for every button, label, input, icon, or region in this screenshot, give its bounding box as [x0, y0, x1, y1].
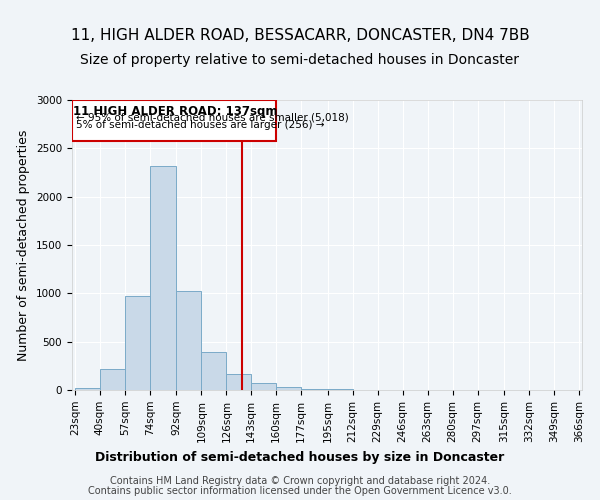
Text: 5% of semi-detached houses are larger (256) →: 5% of semi-detached houses are larger (2… — [76, 120, 325, 130]
Text: Distribution of semi-detached houses by size in Doncaster: Distribution of semi-detached houses by … — [95, 451, 505, 464]
Bar — [301, 388, 328, 390]
Text: Size of property relative to semi-detached houses in Doncaster: Size of property relative to semi-detach… — [80, 53, 520, 67]
Bar — [202, 352, 226, 390]
Bar — [75, 388, 100, 390]
Text: 11, HIGH ALDER ROAD, BESSACARR, DONCASTER, DN4 7BB: 11, HIGH ALDER ROAD, BESSACARR, DONCASTE… — [71, 28, 529, 42]
Text: Contains HM Land Registry data © Crown copyright and database right 2024.: Contains HM Land Registry data © Crown c… — [110, 476, 490, 486]
FancyBboxPatch shape — [72, 100, 276, 140]
Text: Contains public sector information licensed under the Open Government Licence v3: Contains public sector information licen… — [88, 486, 512, 496]
Bar — [276, 386, 301, 390]
Bar — [328, 389, 353, 390]
Text: 11 HIGH ALDER ROAD: 137sqm: 11 HIGH ALDER ROAD: 137sqm — [73, 105, 278, 118]
Bar — [100, 368, 125, 390]
Bar — [251, 383, 276, 390]
Bar — [226, 374, 251, 390]
Bar — [150, 166, 176, 390]
Y-axis label: Number of semi-detached properties: Number of semi-detached properties — [17, 130, 31, 360]
Text: ← 95% of semi-detached houses are smaller (5,018): ← 95% of semi-detached houses are smalle… — [76, 112, 349, 122]
Bar — [176, 292, 202, 390]
Bar — [125, 296, 150, 390]
